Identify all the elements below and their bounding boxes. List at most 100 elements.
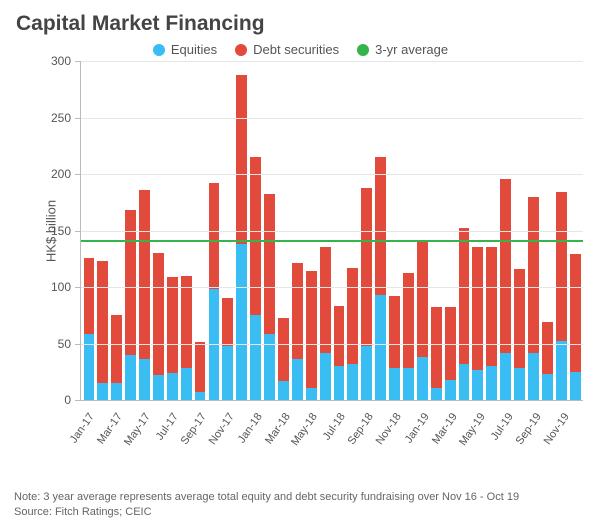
- bar-segment-equities: [403, 368, 414, 400]
- grid-line: [81, 231, 583, 232]
- bar-segment-equities: [514, 368, 525, 400]
- bar-segment-debt: [264, 194, 275, 334]
- bar-segment-equities: [250, 315, 261, 400]
- bar-segment-equities: [320, 353, 331, 400]
- bar-segment-equities: [153, 375, 164, 400]
- bar-segment-debt: [556, 192, 567, 341]
- bar-segment-equities: [486, 366, 497, 400]
- bar-segment-debt: [222, 298, 233, 345]
- bar-stack: [389, 296, 400, 400]
- legend: Equities Debt securities 3-yr average: [14, 42, 587, 57]
- bar-segment-equities: [570, 372, 581, 400]
- bar-segment-equities: [97, 383, 108, 400]
- plot-area: 050100150200250300: [80, 61, 583, 401]
- bar-segment-equities: [542, 374, 553, 400]
- bar-segment-debt: [334, 306, 345, 366]
- bar-segment-debt: [84, 258, 95, 335]
- bar-segment-debt: [250, 157, 261, 315]
- bar-segment-debt: [514, 269, 525, 368]
- bar-segment-equities: [500, 353, 511, 400]
- bar-stack: [195, 342, 206, 400]
- bar-stack: [320, 247, 331, 400]
- bar-segment-equities: [445, 380, 456, 400]
- bar-stack: [472, 247, 483, 400]
- bar-segment-equities: [334, 366, 345, 400]
- bar-stack: [445, 307, 456, 400]
- y-tick-label: 250: [51, 111, 71, 125]
- grid-line: [81, 61, 583, 62]
- bar-stack: [292, 263, 303, 400]
- bar-segment-debt: [111, 315, 122, 383]
- legend-label: Debt securities: [253, 42, 339, 57]
- bar-stack: [84, 258, 95, 400]
- bar-segment-debt: [125, 210, 136, 355]
- bar-segment-debt: [542, 322, 553, 374]
- y-tick-label: 200: [51, 167, 71, 181]
- y-tick: [75, 344, 81, 345]
- bar-stack: [542, 322, 553, 400]
- legend-item-equities: Equities: [153, 42, 217, 57]
- grid-line: [81, 287, 583, 288]
- grid-line: [81, 344, 583, 345]
- bar-segment-equities: [125, 355, 136, 400]
- legend-swatch: [357, 44, 369, 56]
- grid-line: [81, 118, 583, 119]
- bar-stack: [167, 277, 178, 400]
- bar-stack: [500, 179, 511, 400]
- bar-stack: [306, 271, 317, 400]
- chart-container: Capital Market Financing Equities Debt s…: [0, 0, 601, 528]
- bar-segment-equities: [375, 295, 386, 400]
- bar-segment-debt: [195, 342, 206, 392]
- bar-segment-debt: [361, 188, 372, 346]
- bar-segment-debt: [570, 254, 581, 372]
- bar-stack: [570, 254, 581, 400]
- bar-segment-equities: [459, 364, 470, 400]
- bar-stack: [278, 318, 289, 400]
- bar-segment-debt: [97, 261, 108, 383]
- bar-segment-debt: [375, 157, 386, 295]
- bar-segment-equities: [222, 346, 233, 400]
- bar-segment-debt: [320, 247, 331, 352]
- bar-segment-equities: [292, 359, 303, 400]
- bar-segment-debt: [500, 179, 511, 353]
- y-tick: [75, 61, 81, 62]
- bar-segment-equities: [528, 353, 539, 400]
- bar-segment-debt: [486, 247, 497, 366]
- x-axis: Jan-17Feb-17Mar-17Apr-17May-17Jun-17Jul-…: [80, 401, 583, 471]
- bar-segment-equities: [417, 357, 428, 400]
- bar-segment-equities: [389, 368, 400, 400]
- bar-stack: [375, 157, 386, 400]
- bar-segment-debt: [417, 241, 428, 357]
- bar-stack: [264, 194, 275, 400]
- bar-segment-equities: [139, 359, 150, 400]
- bar-segment-debt: [528, 197, 539, 353]
- bar-stack: [209, 183, 220, 400]
- bar-stack: [486, 247, 497, 400]
- bar-stack: [111, 315, 122, 400]
- legend-swatch: [235, 44, 247, 56]
- bar-segment-debt: [306, 271, 317, 387]
- bar-segment-equities: [347, 364, 358, 400]
- bar-stack: [97, 261, 108, 400]
- bar-segment-debt: [236, 75, 247, 245]
- y-tick-label: 50: [58, 337, 71, 351]
- chart-source: Source: Fitch Ratings; CEIC: [14, 505, 519, 520]
- bar-stack: [403, 273, 414, 400]
- bar-segment-equities: [181, 368, 192, 400]
- bar-stack: [417, 241, 428, 400]
- bar-segment-equities: [361, 346, 372, 400]
- bar-segment-equities: [472, 370, 483, 401]
- bar-segment-equities: [209, 289, 220, 400]
- bar-stack: [528, 197, 539, 400]
- chart-area: HK$ billion 050100150200250300 Jan-17Feb…: [58, 61, 583, 401]
- bar-segment-equities: [111, 383, 122, 400]
- y-tick: [75, 287, 81, 288]
- bar-segment-debt: [431, 307, 442, 387]
- legend-label: 3-yr average: [375, 42, 448, 57]
- chart-note: Note: 3 year average represents average …: [14, 490, 519, 505]
- legend-item-debt: Debt securities: [235, 42, 339, 57]
- bar-segment-equities: [236, 244, 247, 400]
- bar-stack: [250, 157, 261, 400]
- bar-segment-debt: [472, 247, 483, 369]
- bar-segment-debt: [181, 276, 192, 369]
